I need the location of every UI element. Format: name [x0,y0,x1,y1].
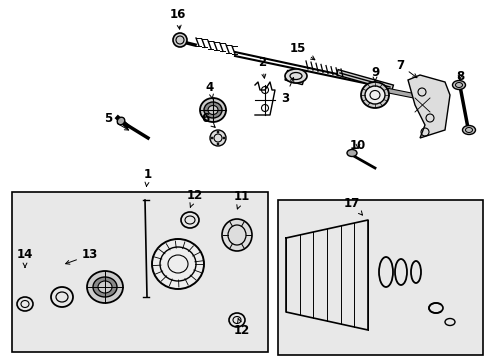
Text: 8: 8 [455,69,463,82]
Circle shape [217,131,219,133]
Text: 13: 13 [65,248,98,264]
Text: 17: 17 [343,197,362,215]
Ellipse shape [360,82,388,108]
Ellipse shape [98,281,112,293]
Text: 9: 9 [370,66,378,81]
Ellipse shape [200,98,225,122]
Text: 3: 3 [281,77,293,104]
Ellipse shape [152,239,203,289]
Ellipse shape [93,277,117,297]
Text: 11: 11 [233,189,250,209]
Ellipse shape [451,81,465,90]
Text: 12: 12 [186,189,203,207]
Text: 6: 6 [201,112,215,127]
Text: 15: 15 [289,41,314,60]
Circle shape [223,137,224,139]
Bar [285,70,305,85]
Text: 14: 14 [17,248,33,267]
Ellipse shape [364,86,384,104]
Bar [278,200,482,355]
Ellipse shape [207,105,218,114]
Circle shape [210,137,213,139]
Bar [12,192,267,352]
Ellipse shape [87,271,123,303]
Ellipse shape [117,117,124,125]
Text: 2: 2 [257,55,265,78]
Ellipse shape [285,69,306,83]
Polygon shape [407,75,449,138]
Text: 12: 12 [233,318,250,337]
Text: 4: 4 [205,81,214,99]
Text: 16: 16 [169,8,186,29]
Text: 5: 5 [103,112,128,130]
Circle shape [217,143,219,145]
Circle shape [209,130,225,146]
Ellipse shape [203,102,222,118]
Ellipse shape [462,126,474,135]
Text: 10: 10 [349,139,366,152]
Circle shape [173,33,186,47]
Ellipse shape [346,149,356,157]
Ellipse shape [222,219,251,251]
Text: 7: 7 [395,59,416,78]
Text: 1: 1 [143,167,152,186]
